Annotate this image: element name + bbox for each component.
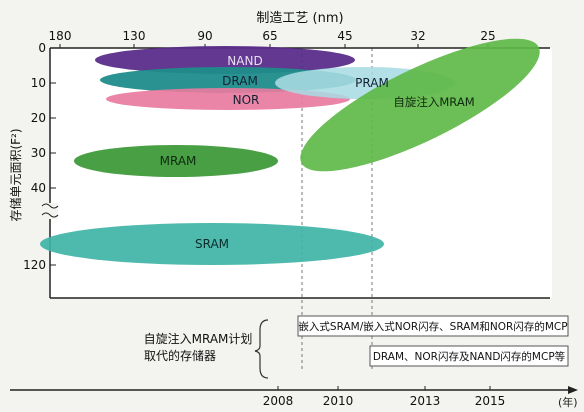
bottom-axis-label: (年) — [558, 395, 578, 409]
bottom-tick-label-2010: 2010 — [323, 394, 354, 408]
top-tick-label-45: 45 — [337, 29, 352, 43]
series-pram-label: PRAM — [355, 76, 389, 90]
top-tick-label-180: 180 — [49, 29, 72, 43]
y-tick-label-120: 120 — [23, 258, 46, 272]
y-tick-label-0: 0 — [38, 41, 46, 55]
timeline-arrow — [568, 386, 578, 394]
y-tick-label-10: 10 — [31, 76, 46, 90]
series-nor-ellipse — [106, 88, 350, 110]
top-tick-label-25: 25 — [480, 29, 495, 43]
annotation-box1 — [297, 315, 569, 337]
annotation-box2-text: DRAM、NOR闪存及NAND闪存的MCP等 — [373, 350, 566, 363]
series-sram-label: SRAM — [195, 237, 229, 251]
y-tick-label-30: 30 — [31, 146, 46, 160]
annotation-brace — [254, 319, 269, 379]
top-tick-label-130: 130 — [123, 29, 146, 43]
series-nand-label: NAND — [227, 54, 262, 68]
replacement-title-line2: 取代的存储器 — [144, 348, 216, 363]
y-axis-break — [41, 203, 59, 219]
y-axis-label: 存储单元面积(F²) — [8, 128, 23, 221]
series-dram-label: DRAM — [222, 74, 258, 88]
y-tick-label-20: 20 — [31, 111, 46, 125]
series-nand-ellipse — [95, 46, 355, 74]
top-axis-label: 制造工艺 (nm) — [256, 11, 343, 26]
series-mram-ellipse — [74, 145, 278, 177]
top-tick-label-90: 90 — [197, 29, 212, 43]
series-labels: NAND DRAM NOR PRAM 自旋注入MRAM MRAM SRAM — [160, 54, 475, 251]
series-spin-mram-label: 自旋注入MRAM — [393, 95, 474, 109]
replacement-title-line1: 自旋注入MRAM计划 — [144, 331, 253, 346]
bottom-tick-label-2008: 2008 — [263, 394, 294, 408]
top-tick-label-32: 32 — [410, 29, 425, 43]
series-spin-mram-ellipse — [300, 38, 540, 172]
annotation-box1-text: 嵌入式SRAM/嵌入式NOR闪存、SRAM和NOR闪存的MCP — [298, 320, 567, 333]
top-axis-ticks: 180 130 90 65 45 32 25 — [49, 29, 496, 48]
bottom-axis-ticks: 2008 2010 2013 2015 — [263, 386, 506, 408]
bottom-tick-label-2013: 2013 — [410, 394, 441, 408]
series-layer — [40, 38, 540, 265]
bottom-tick-label-2015: 2015 — [475, 394, 506, 408]
annotation-box2 — [369, 345, 569, 367]
top-tick-label-65: 65 — [262, 29, 277, 43]
series-mram-label: MRAM — [160, 154, 197, 168]
y-axis-ticks: 0 10 20 30 40 120 — [23, 41, 56, 272]
series-nor-label: NOR — [233, 93, 260, 107]
y-tick-label-40: 40 — [31, 181, 46, 195]
series-sram-ellipse — [40, 223, 384, 265]
